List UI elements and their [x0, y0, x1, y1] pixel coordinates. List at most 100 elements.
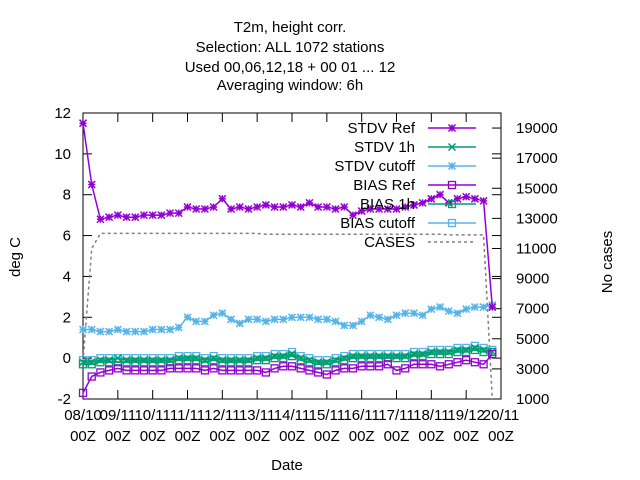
data-point: [78, 388, 88, 398]
data-point: [447, 199, 457, 209]
data-point: [270, 353, 279, 363]
data-point: [340, 356, 349, 365]
data-point: [78, 325, 88, 334]
data-point: [401, 353, 410, 363]
data-point: [148, 366, 157, 375]
data-point: [261, 356, 271, 365]
data-point: [96, 215, 105, 224]
data-point: [470, 358, 480, 367]
data-point: [209, 364, 218, 373]
data-point: [227, 315, 236, 324]
data-point: [166, 209, 175, 218]
data-point: [209, 311, 218, 320]
data-point: [470, 343, 479, 352]
data-point: [113, 364, 122, 373]
legend-item: STDV Ref: [347, 120, 476, 137]
data-point: [131, 327, 140, 336]
x-tick-label-hour: 00Z: [418, 428, 444, 445]
data-point: [348, 364, 358, 373]
data-point: [192, 354, 201, 363]
data-point: [383, 353, 392, 363]
data-point: [78, 360, 88, 369]
data-point: [453, 194, 462, 203]
data-point: [296, 354, 305, 363]
legend-item: CASES: [364, 234, 476, 251]
data-point: [447, 142, 457, 152]
data-point: [192, 364, 201, 373]
data-point: [200, 358, 210, 367]
data-point: [139, 327, 148, 336]
data-point: [209, 354, 218, 363]
data-point: [436, 190, 445, 199]
x-tick-label-hour: 00Z: [140, 428, 166, 445]
data-point: [479, 196, 488, 205]
data-point: [157, 211, 166, 220]
data-point: [470, 194, 479, 203]
data-point: [357, 362, 366, 371]
data-point: [105, 356, 114, 365]
data-point: [157, 366, 166, 375]
x-tick-label-hour: 00Z: [279, 428, 305, 445]
data-point: [340, 364, 349, 373]
data-point: [392, 311, 401, 320]
y-axis-label: deg C: [7, 237, 24, 277]
chart-title: T2m, height corr. Selection: ALL 1072 st…: [185, 19, 396, 94]
data-point: [270, 352, 279, 361]
data-point: [444, 307, 453, 316]
data-point: [340, 354, 349, 363]
data-point: [296, 313, 305, 322]
data-point: [348, 321, 357, 330]
data-point: [183, 313, 192, 322]
data-point: [174, 364, 183, 373]
data-point: [435, 362, 445, 371]
data-point: [174, 323, 183, 332]
data-point: [418, 198, 427, 207]
y-tick-label: 2: [63, 309, 71, 326]
data-point: [235, 356, 244, 365]
data-point: [192, 317, 201, 326]
data-point: [418, 311, 427, 320]
data-point: [401, 364, 410, 373]
data-point: [470, 345, 480, 355]
data-point: [218, 309, 227, 318]
x-tick-label-date: 18/11: [413, 407, 449, 424]
data-point: [470, 303, 479, 312]
data-point: [305, 198, 314, 207]
data-point: [462, 345, 471, 355]
y2-tick-label: 5000: [516, 331, 549, 348]
legend-item: STDV 1h: [354, 139, 476, 156]
data-point: [462, 305, 471, 314]
data-point: [87, 360, 96, 369]
y2-tick-label: 3000: [516, 361, 549, 378]
data-point: [166, 356, 175, 365]
data-point: [165, 358, 175, 367]
data-point: [447, 218, 457, 228]
data-point: [209, 202, 218, 212]
y-tick-label: 8: [63, 187, 71, 204]
data-point: [279, 362, 288, 371]
data-point: [313, 360, 323, 369]
data-point: [244, 356, 253, 365]
series-stdv-ref: [78, 119, 497, 312]
series-lines: [78, 119, 497, 400]
data-point: [322, 370, 331, 379]
x-tick-label-hour: 00Z: [209, 428, 235, 445]
data-point: [200, 356, 209, 365]
data-point: [87, 358, 96, 367]
data-point: [436, 303, 445, 312]
data-point: [218, 366, 227, 375]
data-point: [322, 358, 331, 367]
data-point: [331, 358, 340, 367]
data-point: [444, 360, 453, 369]
data-point: [392, 366, 401, 375]
data-point: [444, 347, 453, 357]
data-point: [462, 192, 471, 201]
data-point: [436, 347, 445, 357]
data-point: [340, 321, 349, 330]
x-tick-label-hour: 00Z: [105, 428, 131, 445]
data-point: [453, 347, 462, 357]
data-point: [322, 360, 331, 369]
y2-axis-label: No cases: [599, 231, 616, 294]
